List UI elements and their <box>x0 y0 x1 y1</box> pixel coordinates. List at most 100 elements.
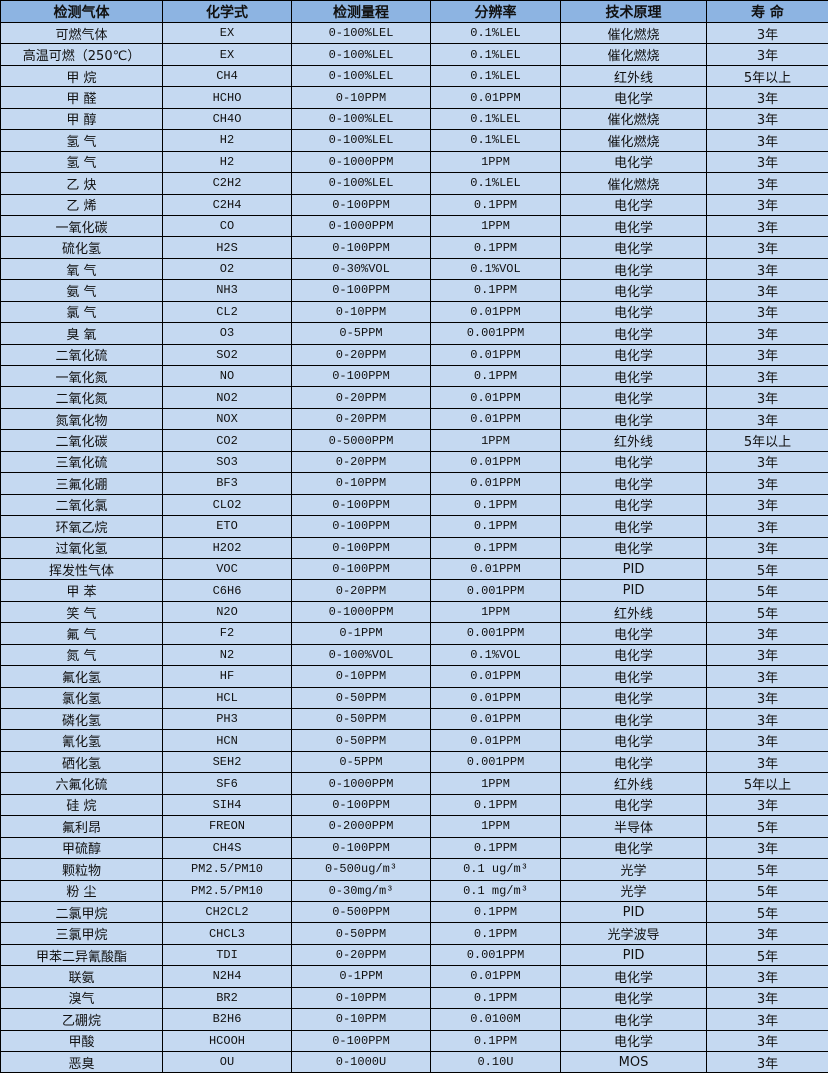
cell-formula: SF6 <box>162 772 292 795</box>
cell-resolution: 0.01PPM <box>430 86 561 109</box>
cell-gas-name: 二氧化硫 <box>0 343 163 367</box>
cell-lifespan: 5年 <box>706 879 828 902</box>
cell-lifespan: 3年 <box>706 965 828 988</box>
cell-lifespan: 3年 <box>706 1050 828 1074</box>
cell-range: 0-5PPM <box>291 322 431 345</box>
cell-formula: ETO <box>162 515 292 538</box>
cell-principle: 电化学 <box>560 965 707 988</box>
table-header-row: 检测气体 化学式 检测量程 分辨率 技术原理寿 命 <box>0 0 828 23</box>
table-row: 氮 气 N2 0-100%VOL 0.1%VOL 电化学 3年 <box>0 643 828 667</box>
cell-gas-name: 联氨 <box>0 965 163 988</box>
cell-formula: HCN <box>162 729 292 752</box>
table-row: 三氟化硼 BF3 0-10PPM 0.01PPM 电化学 3年 <box>0 472 828 495</box>
cell-resolution: 1PPM <box>430 429 561 452</box>
table-row: 二氯甲烷 CH2CL2 0-500PPM 0.1PPM PID 5年 <box>0 900 828 924</box>
cell-gas-name: 二氧化氮 <box>0 386 163 409</box>
cell-gas-name: 氰化氢 <box>0 729 163 752</box>
cell-gas-name: 甲 醛 <box>0 86 163 109</box>
cell-resolution: 0.1PPM <box>430 536 561 559</box>
cell-principle: 电化学 <box>560 86 707 109</box>
cell-principle: 电化学 <box>560 622 707 645</box>
cell-resolution: 0.001PPM <box>430 622 561 645</box>
cell-formula: CHCL3 <box>162 922 292 945</box>
cell-range: 0-100%LEL <box>291 64 431 88</box>
cell-formula: C2H4 <box>162 193 292 216</box>
cell-lifespan: 3年 <box>706 107 828 131</box>
cell-lifespan: 5年 <box>706 557 828 581</box>
cell-range: 0-20PPM <box>291 386 431 409</box>
cell-principle: 电化学 <box>560 300 707 324</box>
cell-gas-name: 一氧化碳 <box>0 214 163 238</box>
cell-lifespan: 5年 <box>706 943 828 967</box>
cell-lifespan: 3年 <box>706 665 828 688</box>
cell-range: 0-30mg/m³ <box>291 879 431 902</box>
cell-resolution: 0.1%VOL <box>430 643 561 667</box>
cell-gas-name: 二氧化碳 <box>0 429 163 452</box>
cell-principle: 电化学 <box>560 236 707 259</box>
cell-resolution: 0.01PPM <box>430 686 561 710</box>
cell-gas-name: 甲酸 <box>0 1029 163 1053</box>
cell-resolution: 0.1%LEL <box>430 43 561 66</box>
table-row: 甲 苯 C6H6 0-20PPM 0.001PPM PID 5年 <box>0 579 828 602</box>
cell-resolution: 1PPM <box>430 150 561 174</box>
table-row: 甲 醇 CH4O 0-100%LEL 0.1%LEL 催化燃烧 3年 <box>0 107 828 131</box>
cell-gas-name: 氟化氢 <box>0 665 163 688</box>
table-row: 三氧化硫 SO3 0-20PPM 0.01PPM 电化学 3年 <box>0 450 828 474</box>
cell-resolution: 0.01PPM <box>430 665 561 688</box>
cell-formula: FREON <box>162 815 292 838</box>
cell-principle: 电化学 <box>560 836 707 860</box>
cell-formula: SO2 <box>162 343 292 367</box>
cell-resolution: 0.01PPM <box>430 557 561 581</box>
cell-principle: 电化学 <box>560 665 707 688</box>
cell-gas-name: 恶臭 <box>0 1050 163 1074</box>
cell-gas-name: 氯 气 <box>0 300 163 324</box>
column-header-gas-name: 检测气体 <box>0 0 163 23</box>
cell-principle: 光学 <box>560 858 707 881</box>
cell-formula: SIH4 <box>162 793 292 817</box>
cell-lifespan: 3年 <box>706 193 828 216</box>
cell-resolution: 0.1 mg/m³ <box>430 879 561 902</box>
cell-lifespan: 3年 <box>706 322 828 345</box>
cell-gas-name: 笑 气 <box>0 600 163 624</box>
cell-principle: 催化燃烧 <box>560 107 707 131</box>
table-row: 臭 氧 O3 0-5PPM 0.001PPM 电化学 3年 <box>0 322 828 345</box>
cell-resolution: 0.01PPM <box>430 707 561 731</box>
cell-principle: 电化学 <box>560 343 707 367</box>
cell-gas-name: 过氧化氢 <box>0 536 163 559</box>
table-row: 甲 醛 HCHO 0-10PPM 0.01PPM 电化学 3年 <box>0 86 828 109</box>
cell-lifespan: 3年 <box>706 686 828 710</box>
cell-gas-name: 高温可燃（250℃） <box>0 43 163 66</box>
cell-principle: 光学波导 <box>560 922 707 945</box>
cell-lifespan: 3年 <box>706 729 828 752</box>
table-row: 二氧化硫 SO2 0-20PPM 0.01PPM 电化学 3年 <box>0 343 828 367</box>
cell-principle: PID <box>560 579 707 602</box>
cell-range: 0-100%LEL <box>291 21 431 45</box>
cell-lifespan: 3年 <box>706 407 828 431</box>
cell-lifespan: 3年 <box>706 472 828 495</box>
cell-resolution: 0.01PPM <box>430 450 561 474</box>
cell-lifespan: 5年 <box>706 579 828 602</box>
cell-formula: CLO2 <box>162 493 292 517</box>
cell-gas-name: 甲硫醇 <box>0 836 163 860</box>
cell-lifespan: 3年 <box>706 86 828 109</box>
column-header-resolution: 分辨率 <box>430 0 561 23</box>
cell-principle: 电化学 <box>560 515 707 538</box>
cell-gas-name: 氮 气 <box>0 643 163 667</box>
cell-range: 0-1PPM <box>291 965 431 988</box>
cell-formula: HF <box>162 665 292 688</box>
cell-range: 0-100PPM <box>291 1029 431 1053</box>
table-row: 可燃气体 EX 0-100%LEL 0.1%LEL 催化燃烧 3年 <box>0 21 828 45</box>
cell-lifespan: 3年 <box>706 364 828 388</box>
cell-range: 0-100PPM <box>291 364 431 388</box>
table-row: 三氯甲烷 CHCL3 0-50PPM 0.1PPM 光学波导 3年 <box>0 922 828 945</box>
cell-principle: 电化学 <box>560 707 707 731</box>
cell-gas-name: 六氟化硫 <box>0 772 163 795</box>
cell-principle: 电化学 <box>560 450 707 474</box>
cell-range: 0-1000PPM <box>291 600 431 624</box>
table-row: 二氧化氮 NO2 0-20PPM 0.01PPM 电化学 3年 <box>0 386 828 409</box>
column-header-lifespan: 寿 命 <box>706 0 828 23</box>
cell-principle: 电化学 <box>560 1029 707 1053</box>
cell-resolution: 0.001PPM <box>430 943 561 967</box>
cell-resolution: 0.001PPM <box>430 750 561 774</box>
cell-resolution: 0.1%VOL <box>430 257 561 281</box>
